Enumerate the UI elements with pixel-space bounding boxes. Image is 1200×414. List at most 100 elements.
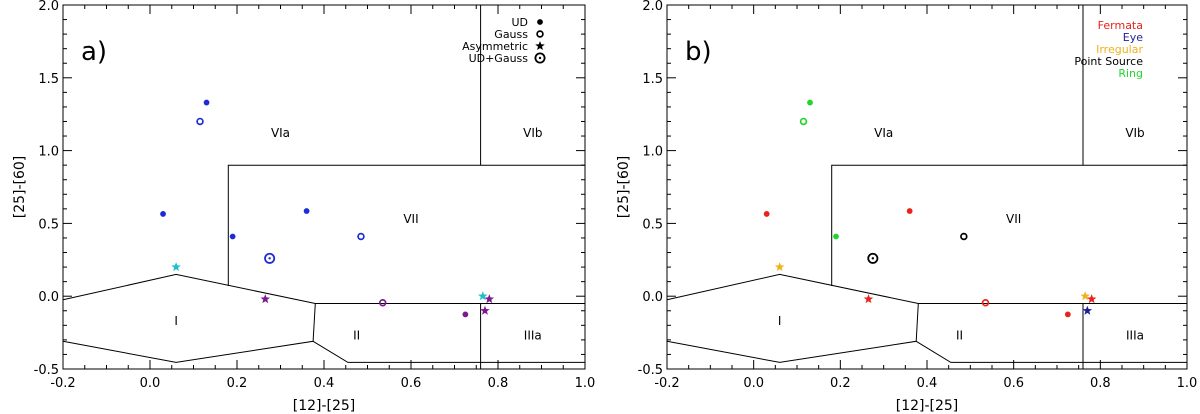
legend-marker-bigring <box>534 52 546 64</box>
panel-label: b) <box>685 37 712 67</box>
data-point-dot <box>833 233 839 240</box>
region-label-ii: II <box>353 329 360 343</box>
region-label-vii: VII <box>403 212 418 226</box>
region-boundary <box>915 340 1187 363</box>
region-label-i: I <box>174 314 178 328</box>
data-point-star <box>1086 294 1097 304</box>
big-ring-center <box>538 56 542 60</box>
x-tick-label: 0.4 <box>917 376 938 391</box>
x-tick-label: 0.0 <box>743 376 764 391</box>
x-tick-label: 0.8 <box>1090 376 1111 391</box>
legend-label-asymmetric: Asymmetric <box>462 40 528 53</box>
y-tick-label: -0.5 <box>34 363 59 378</box>
x-tick-label: 1.0 <box>575 376 596 391</box>
big-ring-outer <box>534 52 546 64</box>
big-ring-center <box>268 257 271 260</box>
legend-label-irregular: Irregular <box>1096 43 1143 56</box>
data-point-dot <box>906 208 913 214</box>
x-tick-label: 0.2 <box>830 376 851 391</box>
region-label-via: VIa <box>874 126 893 140</box>
legend-marker-ring <box>536 30 544 38</box>
data-point-star <box>1080 291 1090 301</box>
data-point-dot <box>229 233 236 240</box>
y-tick-label: 2.0 <box>642 0 663 14</box>
data-point-dot <box>203 99 210 106</box>
region-boundary <box>312 340 585 363</box>
region-boundary <box>666 303 919 363</box>
data-point-ring <box>799 117 808 126</box>
region-label-iiia: IIIa <box>524 329 542 343</box>
y-axis-title: [25]-[60] <box>12 156 28 219</box>
y-tick-label: 1.0 <box>38 145 59 160</box>
data-point-dot <box>807 99 813 106</box>
data-point-ring <box>981 299 990 307</box>
region-boundary <box>666 273 1187 304</box>
data-point-ring <box>357 232 365 241</box>
legend-label-gauss: Gauss <box>494 28 528 41</box>
region-boundary <box>227 164 585 286</box>
region-boundary <box>62 303 316 363</box>
y-tick-label: 0.5 <box>38 217 59 232</box>
data-point-ring <box>960 232 968 241</box>
x-axis-title: [12]-[25] <box>896 398 959 414</box>
x-tick-label: -0.2 <box>50 376 75 391</box>
data-point-star <box>484 294 495 304</box>
data-point-ring <box>196 117 204 126</box>
region-label-vib: VIb <box>523 126 542 140</box>
x-tick-label: 0.0 <box>140 376 161 391</box>
data-point-star <box>260 294 271 304</box>
data-point-dot <box>763 211 770 217</box>
region-label-via: VIa <box>271 126 290 140</box>
y-tick-label: 0.5 <box>642 217 663 232</box>
x-tick-label: 0.8 <box>488 376 509 391</box>
data-point-bigring <box>264 252 276 264</box>
y-tick-label: 0.0 <box>642 290 663 305</box>
y-tick-label: 1.0 <box>642 145 663 160</box>
legend-label-ud-gauss: UD+Gauss <box>469 52 529 65</box>
data-point-star <box>774 262 785 272</box>
legend-label-ud: UD <box>511 16 528 29</box>
y-tick-label: -0.5 <box>638 363 663 378</box>
x-tick-label: 0.2 <box>227 376 248 391</box>
big-ring-center <box>871 257 875 260</box>
data-point-star <box>1082 305 1093 315</box>
big-ring-outer <box>867 252 879 264</box>
panel-label: a) <box>81 37 107 67</box>
data-point-ring <box>378 299 387 307</box>
data-point-dot <box>1064 311 1071 318</box>
data-point-bigring <box>867 252 879 264</box>
region-boundary <box>831 164 1187 286</box>
x-tick-label: 0.6 <box>401 376 422 391</box>
data-point-star <box>171 262 181 272</box>
x-tick-label: 0.6 <box>1003 376 1024 391</box>
data-point-dot <box>303 208 310 214</box>
y-tick-label: 2.0 <box>38 0 59 14</box>
region-label-i: I <box>778 314 782 328</box>
y-tick-label: 1.5 <box>38 72 59 87</box>
legend-marker-dot <box>537 19 543 25</box>
region-label-vii: VII <box>1006 212 1021 226</box>
legend-marker-star <box>535 41 545 51</box>
region-label-ii: II <box>956 329 963 343</box>
region-boundary <box>62 273 585 304</box>
data-point-star <box>480 305 490 315</box>
x-axis-title: [12]-[25] <box>293 398 356 414</box>
y-tick-label: 1.5 <box>642 72 663 87</box>
region-label-vib: VIb <box>1125 126 1144 140</box>
legend-label-fermata: Fermata <box>1098 19 1143 32</box>
data-point-dot <box>462 311 469 318</box>
big-ring-outer <box>264 252 276 264</box>
legend-label-ring: Ring <box>1118 67 1143 80</box>
data-point-dot <box>160 211 166 217</box>
x-tick-label: 0.4 <box>314 376 335 391</box>
region-label-iiia: IIIa <box>1126 329 1144 343</box>
y-axis-title: [25]-[60] <box>616 156 632 219</box>
legend-label-eye: Eye <box>1123 31 1143 44</box>
x-tick-label: -0.2 <box>654 376 679 391</box>
data-point-star <box>863 294 874 304</box>
data-point-star <box>478 291 488 301</box>
y-tick-label: 0.0 <box>38 290 59 305</box>
legend-label-point-source: Point Source <box>1074 55 1143 68</box>
